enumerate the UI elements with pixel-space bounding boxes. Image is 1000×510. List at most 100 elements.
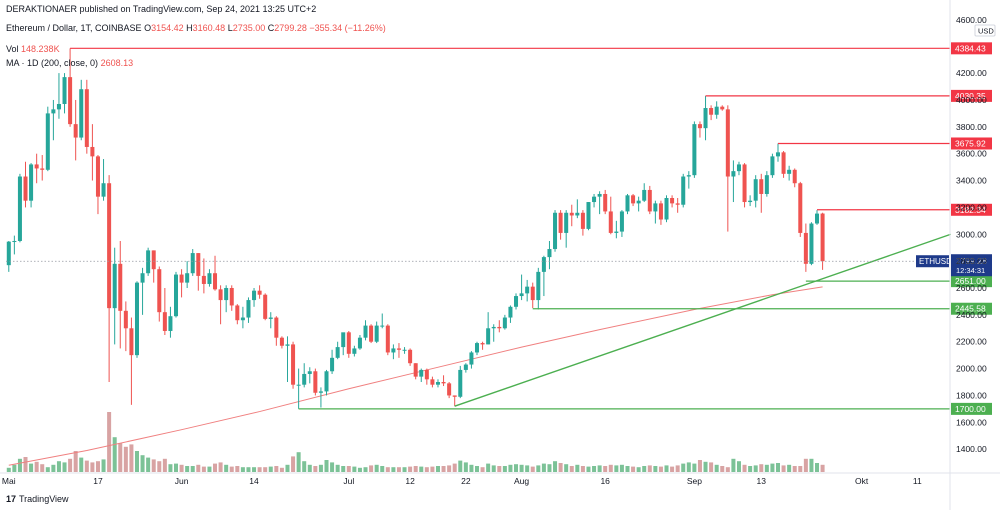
candle-body bbox=[79, 89, 84, 138]
volume-bar bbox=[123, 446, 128, 472]
candle-body bbox=[17, 176, 22, 241]
candle-body bbox=[497, 326, 502, 329]
level-label-bg bbox=[951, 302, 992, 315]
volume-bar bbox=[430, 466, 435, 472]
volume-bar bbox=[151, 459, 156, 472]
x-tick-label: Aug bbox=[514, 476, 529, 486]
candle-body bbox=[257, 290, 262, 295]
low-label: L bbox=[227, 23, 233, 33]
volume-bar bbox=[17, 458, 22, 472]
x-tick-label: 12 bbox=[405, 476, 415, 486]
trendline bbox=[454, 233, 952, 407]
volume-bar bbox=[229, 466, 234, 472]
volume-bar bbox=[68, 458, 73, 472]
currency-label: USD bbox=[978, 27, 994, 36]
x-axis: Mai 17 Jun 14 Jul 12 22 Aug 16 Sep 13 Okt 11 bbox=[0, 472, 1000, 486]
volume-bar bbox=[608, 464, 613, 472]
volume-bar bbox=[213, 463, 218, 472]
volume-bar bbox=[385, 467, 390, 472]
candle-body bbox=[686, 175, 691, 177]
level-label-bg bbox=[951, 137, 992, 150]
volume-bar bbox=[519, 464, 524, 472]
publisher-line: DERAKTIONAER published on TradingView.co… bbox=[6, 4, 316, 15]
x-tick-label: 17 bbox=[93, 476, 103, 486]
ma-legend[interactable]: MA · 1D (200, close, 0) 2608.13 bbox=[6, 58, 133, 69]
volume-bar bbox=[686, 462, 691, 472]
candle-body bbox=[658, 203, 663, 220]
candle-body bbox=[51, 109, 56, 114]
volume-bar bbox=[185, 466, 190, 472]
y-tick-label: 4000.00 bbox=[956, 95, 987, 105]
volume-bar bbox=[291, 456, 296, 472]
candle-body bbox=[346, 332, 351, 354]
x-tick-label: 13 bbox=[757, 476, 767, 486]
candle-body bbox=[514, 296, 519, 307]
candle-body bbox=[809, 223, 814, 264]
volume-bar bbox=[279, 467, 284, 472]
candle-body bbox=[402, 349, 407, 351]
volume-bar bbox=[597, 465, 602, 472]
volume-bar bbox=[592, 466, 597, 472]
candle-body bbox=[692, 124, 697, 176]
candle-body bbox=[235, 305, 240, 321]
candle-body bbox=[168, 316, 173, 331]
candle-body bbox=[380, 325, 385, 327]
volume-bar bbox=[748, 466, 753, 472]
volume-bar bbox=[486, 463, 491, 472]
volume-bar bbox=[380, 466, 385, 472]
x-tick-label: Jul bbox=[343, 476, 354, 486]
volume-bar bbox=[107, 412, 112, 472]
volume-bar bbox=[196, 464, 201, 472]
level-label: 2651.00 bbox=[955, 276, 986, 286]
x-tick-label: Jun bbox=[175, 476, 189, 486]
volume-bar bbox=[435, 466, 440, 472]
candle-body bbox=[430, 379, 435, 385]
candle-body bbox=[697, 124, 702, 129]
volume-bar bbox=[614, 465, 619, 472]
candle-body bbox=[201, 275, 206, 284]
volume-bar bbox=[134, 451, 139, 472]
x-tick-label: 22 bbox=[461, 476, 471, 486]
volume-bar bbox=[90, 462, 95, 472]
volume-legend[interactable]: Vol 148.238K bbox=[6, 44, 60, 55]
volume-bar bbox=[374, 464, 379, 472]
volume-bar bbox=[603, 466, 608, 472]
y-tick-label: 1800.00 bbox=[956, 390, 987, 400]
close-value: 2799.28 bbox=[274, 23, 307, 33]
volume-bar bbox=[775, 463, 781, 472]
volume-bar bbox=[575, 464, 580, 472]
candle-body bbox=[664, 198, 669, 220]
candle-body bbox=[140, 273, 145, 283]
y-tick-label: 2000.00 bbox=[956, 364, 987, 374]
volume-bar bbox=[525, 465, 530, 472]
candle-body bbox=[330, 357, 335, 372]
volume-bar bbox=[413, 466, 418, 472]
y-tick-label: 3600.00 bbox=[956, 149, 987, 159]
candle-body bbox=[196, 253, 201, 276]
candle-body bbox=[463, 364, 468, 370]
volume-bar bbox=[357, 467, 362, 472]
volume-bar bbox=[73, 451, 78, 472]
level-label-bg bbox=[951, 203, 992, 216]
candle-body bbox=[302, 373, 307, 385]
volume-bar bbox=[770, 463, 775, 472]
level-label-bg bbox=[951, 402, 992, 415]
volume-bar bbox=[803, 458, 808, 472]
volume-bar bbox=[335, 464, 340, 472]
volume-bar bbox=[553, 461, 558, 472]
level-label-bg bbox=[951, 42, 992, 55]
volume-bar bbox=[252, 467, 257, 472]
candle-body bbox=[341, 332, 346, 348]
open-value: 3154.42 bbox=[151, 23, 184, 33]
candle-body bbox=[413, 363, 418, 377]
volume-bar bbox=[140, 455, 145, 472]
candle-body bbox=[681, 176, 686, 205]
candle-body bbox=[564, 212, 569, 233]
candle-body bbox=[84, 89, 89, 147]
tradingview-brand[interactable]: 17 TradingView bbox=[6, 494, 69, 504]
volume-bar bbox=[56, 461, 61, 472]
candle-body bbox=[647, 189, 652, 212]
candle-body bbox=[385, 325, 390, 353]
candle-body bbox=[190, 253, 195, 274]
